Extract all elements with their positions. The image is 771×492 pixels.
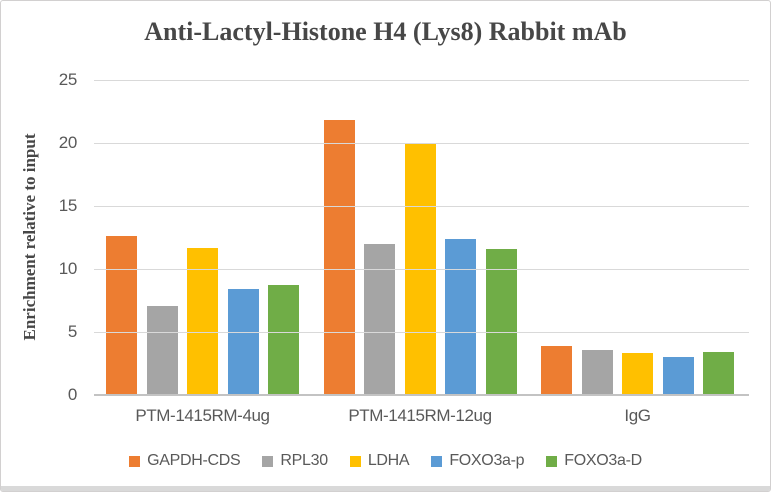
legend-label: RPL30 bbox=[280, 452, 328, 469]
x-axis-line bbox=[94, 394, 749, 396]
y-tick-label: 0 bbox=[67, 385, 77, 404]
category-label: IgG bbox=[624, 406, 651, 425]
gridline bbox=[94, 332, 749, 333]
bar bbox=[662, 357, 694, 395]
y-tick-label: 20 bbox=[58, 133, 78, 152]
legend-item: FOXO3a-p bbox=[431, 452, 525, 470]
legend-swatch-icon bbox=[431, 455, 443, 467]
plot-area bbox=[94, 80, 749, 396]
gridline bbox=[94, 80, 749, 81]
bar-group bbox=[106, 80, 299, 395]
gridline bbox=[94, 269, 749, 270]
category-label: PTM-1415RM-12ug bbox=[348, 406, 492, 425]
legend-label: FOXO3a-D bbox=[564, 452, 642, 469]
y-axis-title: Enrichment relative to input bbox=[20, 133, 39, 341]
bar bbox=[146, 305, 178, 395]
bar-group bbox=[323, 80, 517, 395]
legend-item: GAPDH-CDS bbox=[129, 452, 241, 470]
bar bbox=[541, 345, 572, 395]
bar bbox=[364, 243, 395, 395]
bar bbox=[485, 248, 517, 395]
bar bbox=[227, 289, 259, 395]
bar bbox=[268, 285, 299, 395]
bar bbox=[187, 247, 218, 395]
bars-row bbox=[94, 80, 749, 395]
y-tick-label: 15 bbox=[58, 196, 78, 215]
bar bbox=[106, 236, 137, 395]
legend-swatch-icon bbox=[349, 455, 361, 467]
bar bbox=[703, 352, 734, 395]
legend-item: FOXO3a-D bbox=[546, 452, 642, 470]
bar-group bbox=[541, 80, 734, 395]
bar bbox=[581, 349, 613, 395]
bar bbox=[445, 238, 476, 395]
legend: GAPDH-CDS RPL30 LDHA FOXO3a-p FOXO3a-D bbox=[1, 452, 770, 470]
y-tick-label: 5 bbox=[67, 322, 77, 341]
legend-label: GAPDH-CDS bbox=[147, 452, 241, 469]
y-tick-label: 25 bbox=[58, 70, 78, 89]
legend-item: LDHA bbox=[349, 452, 410, 470]
legend-swatch-icon bbox=[546, 455, 558, 467]
legend-label: LDHA bbox=[367, 452, 410, 469]
gridline bbox=[94, 206, 749, 207]
bar bbox=[323, 120, 355, 395]
legend-item: RPL30 bbox=[262, 452, 328, 470]
bottom-strip bbox=[1, 486, 770, 491]
legend-swatch-icon bbox=[262, 455, 274, 467]
bar bbox=[622, 353, 653, 395]
legend-swatch-icon bbox=[129, 455, 141, 467]
category-label: PTM-1415RM-4ug bbox=[135, 406, 270, 425]
legend-label: FOXO3a-p bbox=[449, 452, 525, 469]
y-tick-label: 10 bbox=[58, 259, 78, 278]
chart-title: Anti-Lactyl-Histone H4 (Lys8) Rabbit mAb bbox=[144, 17, 627, 46]
gridline bbox=[94, 143, 749, 144]
